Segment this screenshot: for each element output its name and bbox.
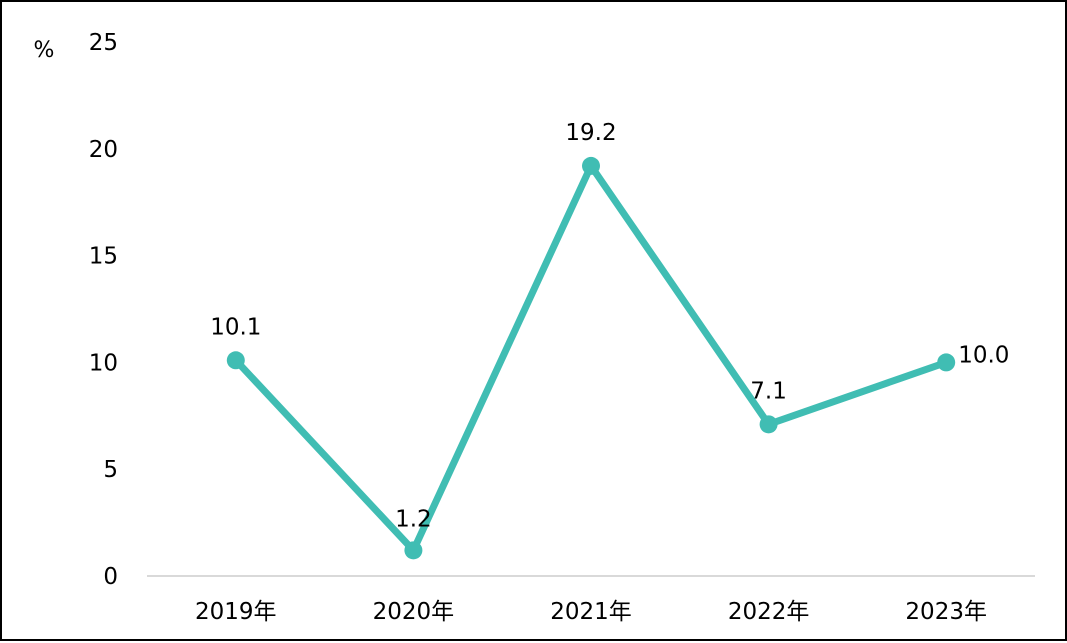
y-tick-label-4: 20 [89,137,118,163]
x-tick-label-1: 2020年 [373,599,455,625]
y-tick-label-0: 0 [103,564,118,590]
data-label-1: 1.2 [395,506,432,532]
data-label-2: 19.2 [565,120,616,146]
y-tick-label-2: 10 [89,350,118,376]
y-tick-label-1: 5 [103,457,118,483]
y-tick-label-3: 15 [89,244,118,270]
x-tick-label-0: 2019年 [195,599,277,625]
data-label-0: 10.1 [210,314,261,340]
y-unit-label: % [34,38,55,63]
data-label-4: 10.0 [958,342,1009,368]
y-tick-label-5: 25 [89,30,118,56]
x-tick-label-3: 2022年 [728,599,810,625]
data-label-3: 7.1 [750,378,787,404]
data-point-2 [582,156,600,175]
series-line [232,162,950,554]
data-point-3 [759,415,778,434]
data-point-4 [937,353,956,372]
data-points [226,156,956,560]
data-point-1 [404,541,423,560]
x-axis-ticks: 2019年 2020年 2021年 2022年 2023年 [195,599,987,625]
data-point-0 [226,351,245,370]
data-labels: 10.1 1.2 19.2 7.1 10.0 [210,120,1009,532]
x-tick-label-2: 2021年 [550,599,632,625]
x-tick-label-4: 2023年 [905,599,987,625]
y-axis-ticks: 0 5 10 15 20 25 [89,30,118,590]
